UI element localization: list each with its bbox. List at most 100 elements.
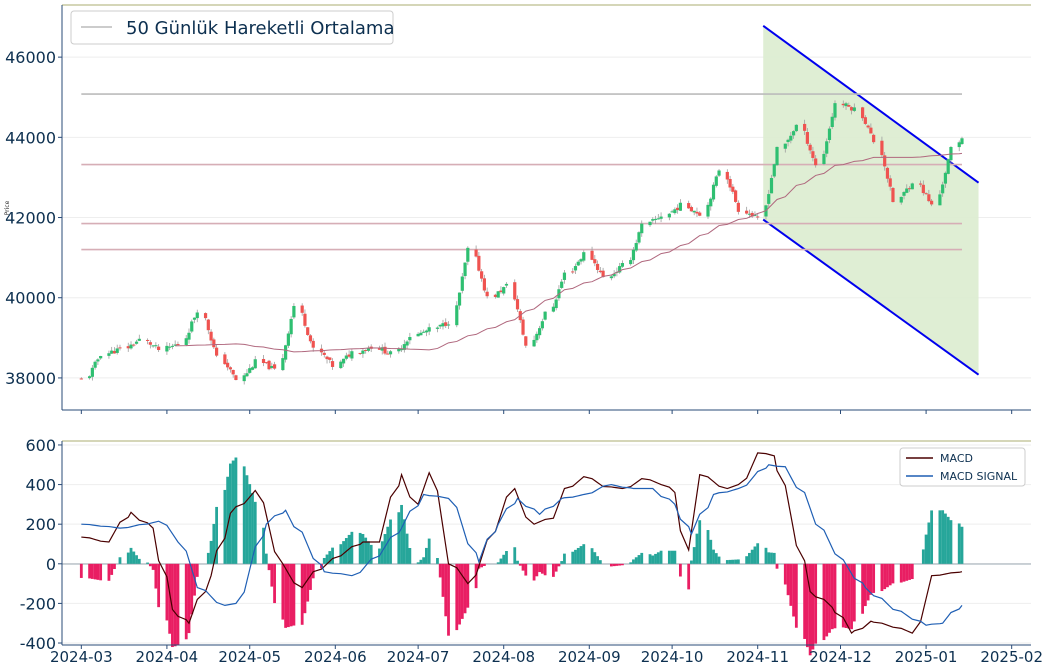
histogram-bar [535, 563, 539, 577]
candle-body [524, 336, 528, 346]
histogram-bar [805, 563, 809, 648]
candle-body [347, 354, 351, 357]
candle-body [272, 364, 277, 369]
histogram-bar [408, 548, 412, 564]
moving-average-line [175, 152, 963, 353]
histogram-bar [400, 504, 403, 564]
candle-body [941, 184, 945, 194]
candle-body [504, 283, 509, 286]
histogram-bar [866, 563, 870, 601]
candle-body [560, 281, 564, 288]
candle-body [212, 339, 216, 348]
candle-body [849, 107, 854, 111]
histogram-bar [629, 562, 633, 564]
histogram-bar [690, 560, 693, 564]
legend-signal-label: MACD SIGNAL [940, 470, 1018, 483]
histogram-bar [941, 510, 945, 564]
candle-body [571, 271, 575, 273]
histogram-bar [441, 563, 445, 597]
histogram-bar [148, 563, 152, 567]
histogram-bar [474, 563, 478, 589]
candle-body [485, 291, 489, 297]
candle-body [115, 348, 119, 353]
x-tick-label: 2024-05 [218, 648, 281, 666]
x-tick-label: 2024-11 [726, 648, 789, 666]
x-tick-label: 2024-03 [50, 648, 113, 666]
histogram-bar [248, 484, 252, 564]
price-y-tick-label: 38000 [5, 369, 56, 388]
histogram-bar [90, 563, 94, 579]
histogram-bar [908, 563, 911, 580]
histogram-bar [618, 563, 622, 566]
candles [79, 100, 964, 385]
candle-body [228, 367, 233, 370]
histogram-bar [582, 544, 586, 564]
histogram-bar [438, 563, 442, 578]
histogram-bar [168, 563, 172, 634]
histogram-bar [405, 533, 409, 564]
histogram-bar [927, 522, 931, 564]
candle-body [609, 276, 613, 279]
candle-body [714, 176, 718, 186]
candle-body [145, 339, 150, 341]
histogram-bar [380, 541, 384, 564]
candle-body [110, 350, 114, 354]
candle-body [300, 305, 304, 313]
histogram-bar [496, 562, 500, 564]
histogram-bar [460, 563, 464, 619]
candle-body [223, 354, 227, 365]
candle-body [206, 319, 210, 331]
histogram-bar [389, 519, 392, 564]
candle-body [789, 135, 793, 141]
histogram-bar [552, 563, 555, 577]
histogram-bar [667, 550, 671, 564]
histogram-bar [794, 563, 798, 628]
histogram-bar [88, 563, 92, 579]
candle-body [711, 184, 716, 200]
histogram-bar [637, 555, 641, 564]
histogram-bar [808, 563, 812, 656]
candle-body [573, 266, 578, 271]
histogram-bar [505, 551, 508, 564]
candle-body [90, 367, 94, 377]
candle-body [477, 255, 481, 271]
candle-body [286, 333, 290, 346]
candle-body [474, 249, 478, 257]
candle-body [209, 331, 213, 341]
candle-body [444, 322, 448, 326]
histogram-bar [447, 563, 450, 636]
histogram-bar [949, 520, 953, 564]
histogram-bar [632, 559, 635, 564]
candle-body [833, 103, 837, 118]
candle-body [698, 212, 702, 216]
candle-body [242, 375, 246, 382]
macd-y-tick-label: 0 [46, 555, 56, 574]
candle-body [416, 333, 420, 337]
histogram-bar [386, 526, 390, 564]
candle-body [532, 339, 536, 347]
histogram-bar [195, 563, 199, 577]
candle-body [264, 362, 268, 364]
macd-y-tick-label: 600 [25, 436, 56, 455]
candle-body [767, 194, 771, 204]
histogram-bar [289, 563, 293, 627]
candle-body [515, 299, 520, 310]
candle-body [537, 328, 542, 336]
histogram-bar [499, 558, 503, 564]
histogram-bar [880, 563, 884, 592]
candle-body [184, 338, 188, 345]
candle-body [786, 139, 790, 143]
x-tick-label: 2024-10 [641, 648, 704, 666]
histogram-bar [339, 544, 343, 564]
histogram-bar [99, 563, 103, 581]
histogram-bar [96, 563, 100, 580]
candle-body [341, 358, 346, 364]
histogram-bar [789, 563, 793, 606]
channel-layer [762, 25, 980, 376]
histogram-bar [154, 563, 158, 589]
histogram-bar [579, 546, 583, 564]
candle-body [493, 294, 498, 297]
histogram-bar [756, 543, 760, 564]
candle-body [736, 202, 740, 212]
